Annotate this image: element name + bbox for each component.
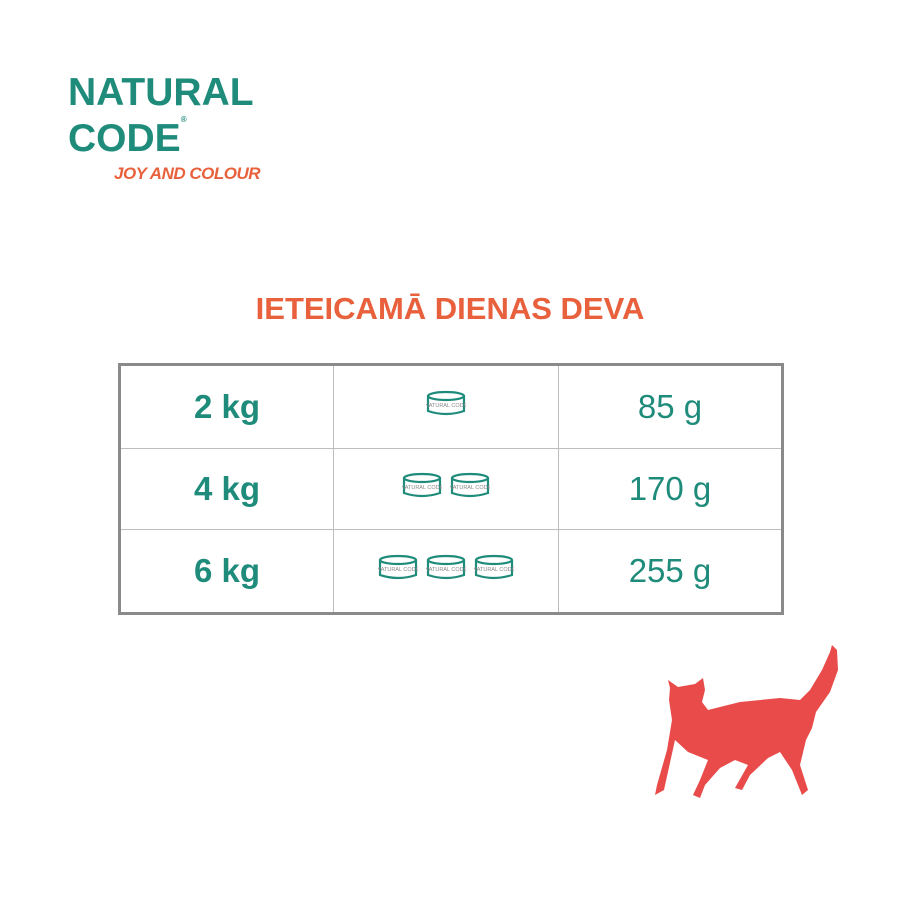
can-icon: NATURAL CODE bbox=[401, 470, 444, 508]
can-icon: NATURAL CODE bbox=[473, 552, 516, 590]
table-row: 6 kg NATURAL CODE NATURAL CODE NATURAL CODE… bbox=[119, 529, 783, 614]
can-count: NATURAL CODE bbox=[333, 364, 559, 449]
table-row: 2 kg NATURAL CODE 85 g bbox=[119, 364, 783, 449]
daily-amount: 85 g bbox=[558, 364, 783, 449]
can-count: NATURAL CODE NATURAL CODE NATURAL CODE bbox=[333, 529, 559, 614]
page-title: IETEICAMĀ DIENAS DEVA bbox=[255, 291, 645, 326]
svg-text:NATURAL CODE: NATURAL CODE bbox=[426, 567, 466, 573]
can-icon: NATURAL CODE bbox=[425, 552, 468, 590]
svg-text:NATURAL CODE: NATURAL CODE bbox=[426, 403, 466, 409]
can-icon: NATURAL CODE bbox=[449, 470, 492, 508]
svg-text:NATURAL CODE: NATURAL CODE bbox=[450, 485, 490, 491]
logo-line1: NATURAL bbox=[68, 71, 254, 114]
table-row: 4 kg NATURAL CODE NATURAL CODE 170 g bbox=[119, 447, 783, 531]
cat-weight: 6 kg bbox=[119, 529, 334, 614]
svg-text:NATURAL CODE: NATURAL CODE bbox=[378, 567, 418, 573]
brand-logo: NATURAL CODE® bbox=[68, 70, 254, 162]
logo-tagline: JOY AND COLOUR bbox=[114, 164, 261, 183]
cat-weight: 2 kg bbox=[119, 364, 334, 449]
daily-amount: 170 g bbox=[558, 447, 783, 531]
daily-amount: 255 g bbox=[558, 529, 783, 614]
can-icon: NATURAL CODE bbox=[377, 552, 420, 590]
cat-weight: 4 kg bbox=[119, 447, 334, 531]
can-icon: NATURAL CODE bbox=[425, 388, 468, 426]
svg-text:NATURAL CODE: NATURAL CODE bbox=[402, 485, 442, 491]
can-count: NATURAL CODE NATURAL CODE bbox=[333, 447, 559, 531]
logo-line2: CODE bbox=[68, 117, 181, 160]
svg-text:NATURAL CODE: NATURAL CODE bbox=[474, 567, 514, 573]
registered-mark: ® bbox=[180, 115, 187, 124]
cat-silhouette-icon bbox=[655, 645, 838, 798]
